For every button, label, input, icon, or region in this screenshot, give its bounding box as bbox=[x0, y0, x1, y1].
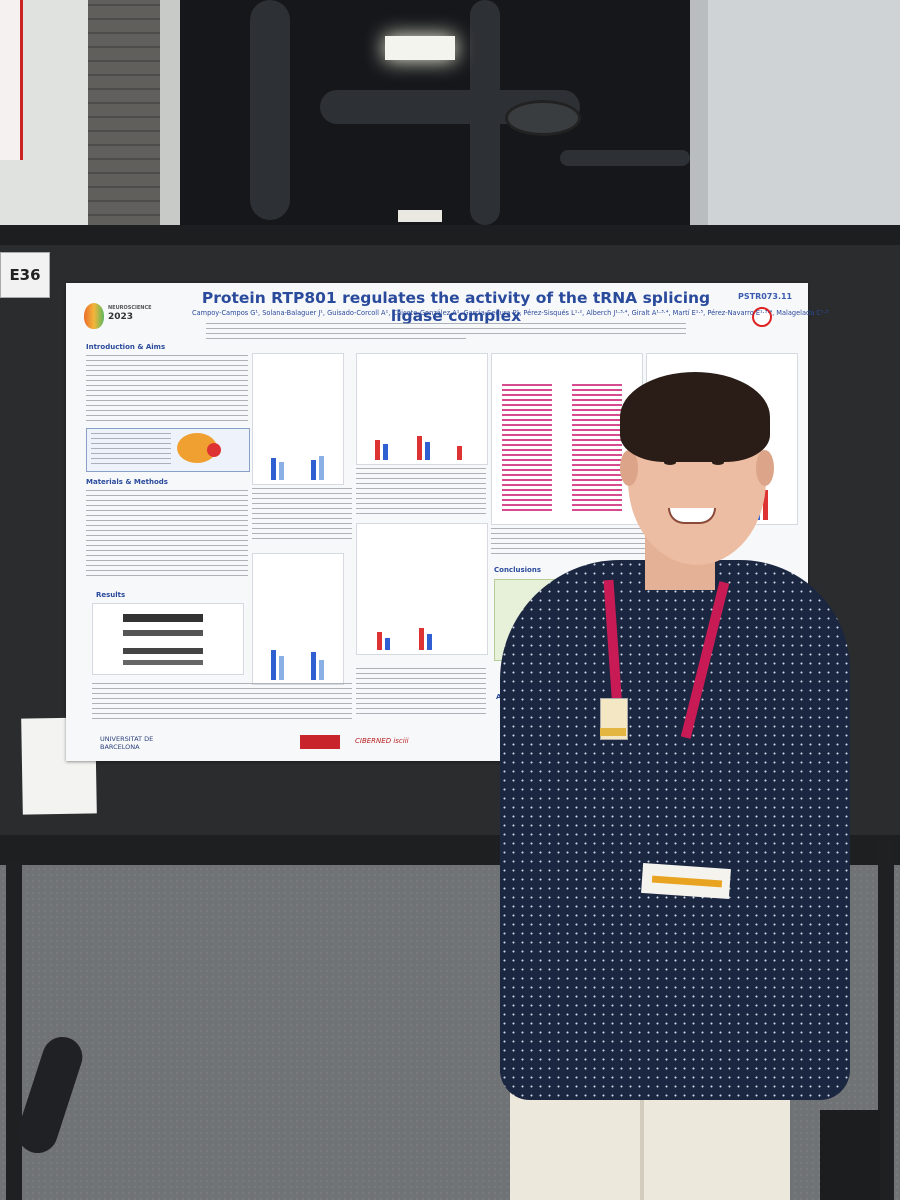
ciberned-logo: CIBERNED isciii bbox=[355, 737, 409, 745]
conference-name: NEUROSCIENCE bbox=[108, 305, 152, 311]
ceiling-light bbox=[385, 36, 455, 60]
ear bbox=[620, 450, 638, 486]
conclusions-header: Conclusions bbox=[494, 566, 541, 574]
duct bbox=[250, 0, 290, 220]
board-frame bbox=[0, 225, 900, 245]
western-blot-figure bbox=[92, 603, 244, 675]
sequencing-chart bbox=[491, 353, 643, 525]
ceiling-light bbox=[398, 210, 442, 222]
chart-bar bbox=[425, 442, 430, 460]
chart-bar bbox=[383, 444, 388, 460]
blot-band bbox=[123, 648, 203, 654]
chart-bar bbox=[279, 462, 284, 480]
intro-text bbox=[86, 355, 248, 425]
methods-header: Materials & Methods bbox=[86, 478, 168, 486]
pillar-edge bbox=[690, 0, 708, 230]
methods-text bbox=[86, 490, 248, 578]
chart-bar bbox=[763, 490, 768, 520]
duct bbox=[560, 150, 690, 166]
figure-caption bbox=[92, 683, 252, 723]
chart-bar bbox=[319, 660, 324, 680]
chart-bar bbox=[271, 650, 276, 680]
aims-box bbox=[86, 428, 250, 472]
figure-caption bbox=[252, 488, 352, 543]
partner-logo bbox=[300, 735, 340, 749]
no-photo-icon bbox=[752, 307, 772, 327]
poster-title: Protein RTP801 regulates the activity of… bbox=[201, 289, 711, 325]
chart-bar bbox=[377, 632, 382, 650]
eye bbox=[664, 460, 676, 465]
bar-chart-panel bbox=[356, 353, 488, 465]
conference-logo: NEUROSCIENCE 2023 bbox=[80, 295, 152, 333]
blot-band bbox=[123, 614, 203, 622]
bar-chart-panel bbox=[356, 523, 488, 655]
ceiling-vent bbox=[505, 100, 581, 136]
figure-caption bbox=[356, 668, 486, 718]
chart-bar bbox=[311, 652, 316, 680]
university-logo: UNIVERSITAT DE BARCELONA bbox=[100, 735, 154, 751]
trouser-seam bbox=[640, 1060, 644, 1200]
chart-bar bbox=[417, 436, 422, 460]
board-leg bbox=[878, 840, 894, 1200]
intro-header: Introduction & Aims bbox=[86, 343, 166, 351]
blot-band bbox=[123, 660, 203, 665]
booth-number: E36 bbox=[0, 252, 50, 298]
brick-column bbox=[88, 0, 160, 230]
poster-authors: Campoy-Campos G¹, Solana-Balaguer J¹, Gu… bbox=[192, 309, 829, 317]
chart-bar bbox=[279, 656, 284, 680]
duct bbox=[470, 0, 500, 225]
chart-bar bbox=[457, 446, 462, 460]
figure-caption bbox=[252, 683, 352, 723]
logo-footer: UNIVERSITAT DE BARCELONA CIBERNED isciii bbox=[100, 731, 550, 757]
bar-chart-panel bbox=[252, 353, 344, 485]
chart-bar bbox=[419, 628, 424, 650]
affiliations bbox=[466, 323, 686, 335]
chart-bar bbox=[311, 460, 316, 480]
chart-bar bbox=[385, 638, 390, 650]
hair bbox=[620, 372, 770, 462]
chart-bar bbox=[319, 456, 324, 480]
board-leg bbox=[6, 860, 22, 1200]
chart-bar bbox=[427, 634, 432, 650]
blot-band bbox=[123, 630, 203, 636]
figure-caption bbox=[356, 468, 486, 518]
poster-code: PSTR073.11 bbox=[738, 292, 793, 301]
rtp801-icon bbox=[207, 443, 221, 457]
ear bbox=[756, 450, 774, 486]
chart-bar bbox=[375, 440, 380, 460]
results-header: Results bbox=[96, 591, 126, 599]
sign-left bbox=[0, 0, 23, 160]
brain-logo-icon bbox=[84, 303, 104, 329]
board-stand bbox=[820, 1110, 880, 1200]
pink-bars bbox=[572, 384, 622, 514]
pillar bbox=[690, 0, 900, 230]
chart-bar bbox=[271, 458, 276, 480]
conference-year: 2023 bbox=[108, 312, 134, 322]
bar-chart-panel bbox=[252, 553, 344, 685]
affiliations bbox=[206, 323, 466, 339]
eye bbox=[712, 460, 724, 465]
crossed-arms bbox=[500, 740, 830, 840]
aims-text bbox=[91, 433, 171, 467]
pink-bars bbox=[502, 384, 552, 514]
badge-label bbox=[600, 728, 626, 736]
